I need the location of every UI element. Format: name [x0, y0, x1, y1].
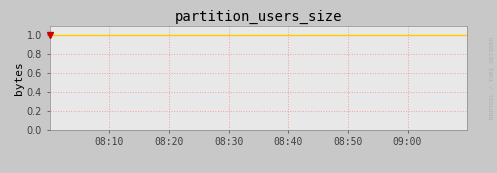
Y-axis label: bytes: bytes [14, 61, 24, 95]
Text: RRDTOOL / TOBI OETIKER: RRDTOOL / TOBI OETIKER [490, 37, 495, 119]
Title: partition_users_size: partition_users_size [174, 9, 342, 24]
